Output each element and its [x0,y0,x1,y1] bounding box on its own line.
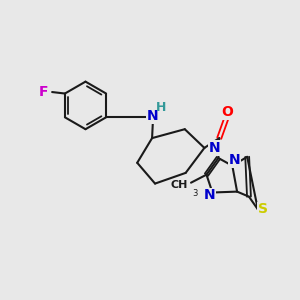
Text: N: N [209,141,220,155]
Text: H: H [156,101,166,114]
Text: N: N [147,109,159,123]
Text: O: O [221,105,233,119]
Text: F: F [39,85,48,99]
Text: S: S [258,202,268,216]
Text: CH: CH [171,180,188,190]
Text: N: N [204,188,215,203]
Text: N: N [229,153,241,167]
Text: 3: 3 [192,189,198,198]
